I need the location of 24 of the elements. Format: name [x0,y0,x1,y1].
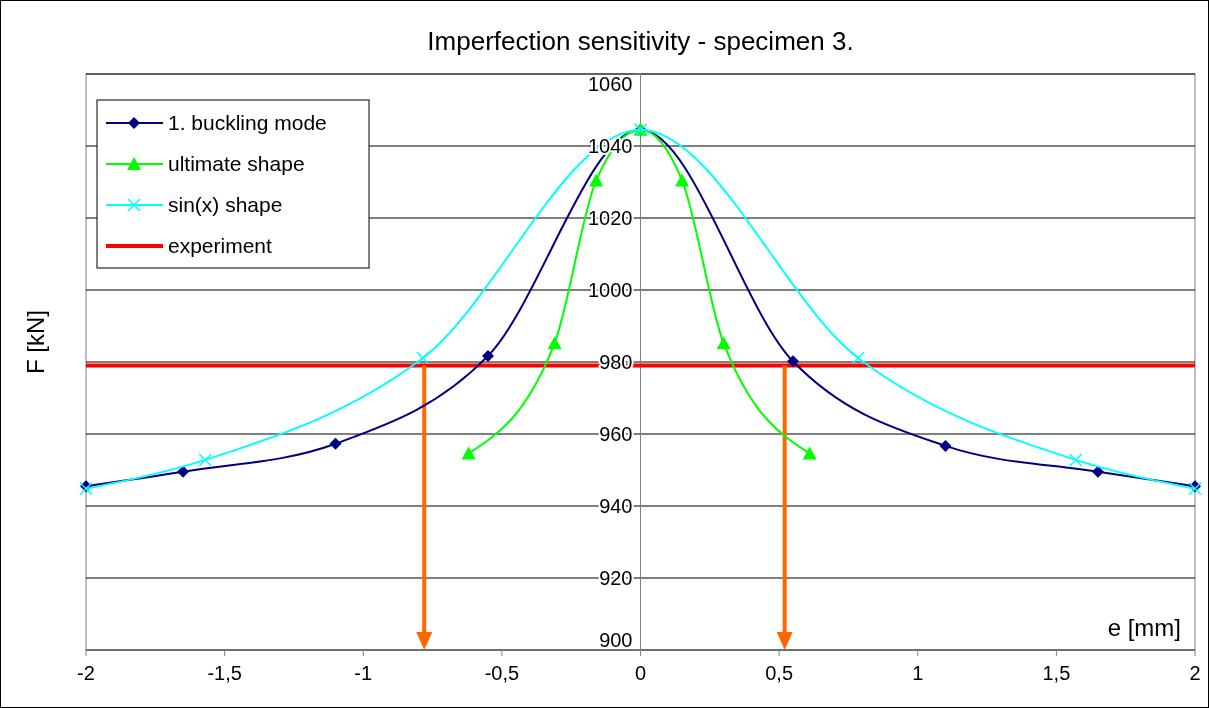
y-tick-label: 980 [599,351,633,373]
x-tick-label: 2 [1189,662,1201,684]
x-tick-label: 1 [912,662,924,684]
x-tick-label: 0 [634,662,647,684]
chart-title: Imperfection sensitivity - specimen 3. [427,26,854,56]
y-tick-label: 940 [599,495,633,517]
x-tick-label: 0,5 [765,662,794,684]
y-tick-label: 1020 [588,207,633,229]
x-tick-label: 1,5 [1042,662,1071,684]
x-axis-title: e [mm] [1107,614,1181,641]
legend-label: ultimate shape [168,152,305,176]
y-tick-label: 920 [599,567,633,589]
y-tick-label: 900 [599,629,633,651]
legend-label: 1. buckling mode [168,111,327,135]
y-tick-label: 1000 [588,279,633,301]
y-axis-title: F [kN] [22,310,49,374]
x-tick-label: -2 [77,662,95,684]
y-tick-label: 960 [599,423,633,445]
x-tick-label: -1 [354,662,373,684]
x-tick-label: -1,5 [207,662,242,684]
legend-label: sin(x) shape [168,193,283,217]
x-tick-label: -0,5 [484,662,520,684]
legend-label: experiment [168,234,273,258]
y-tick-label: 1060 [588,73,633,95]
